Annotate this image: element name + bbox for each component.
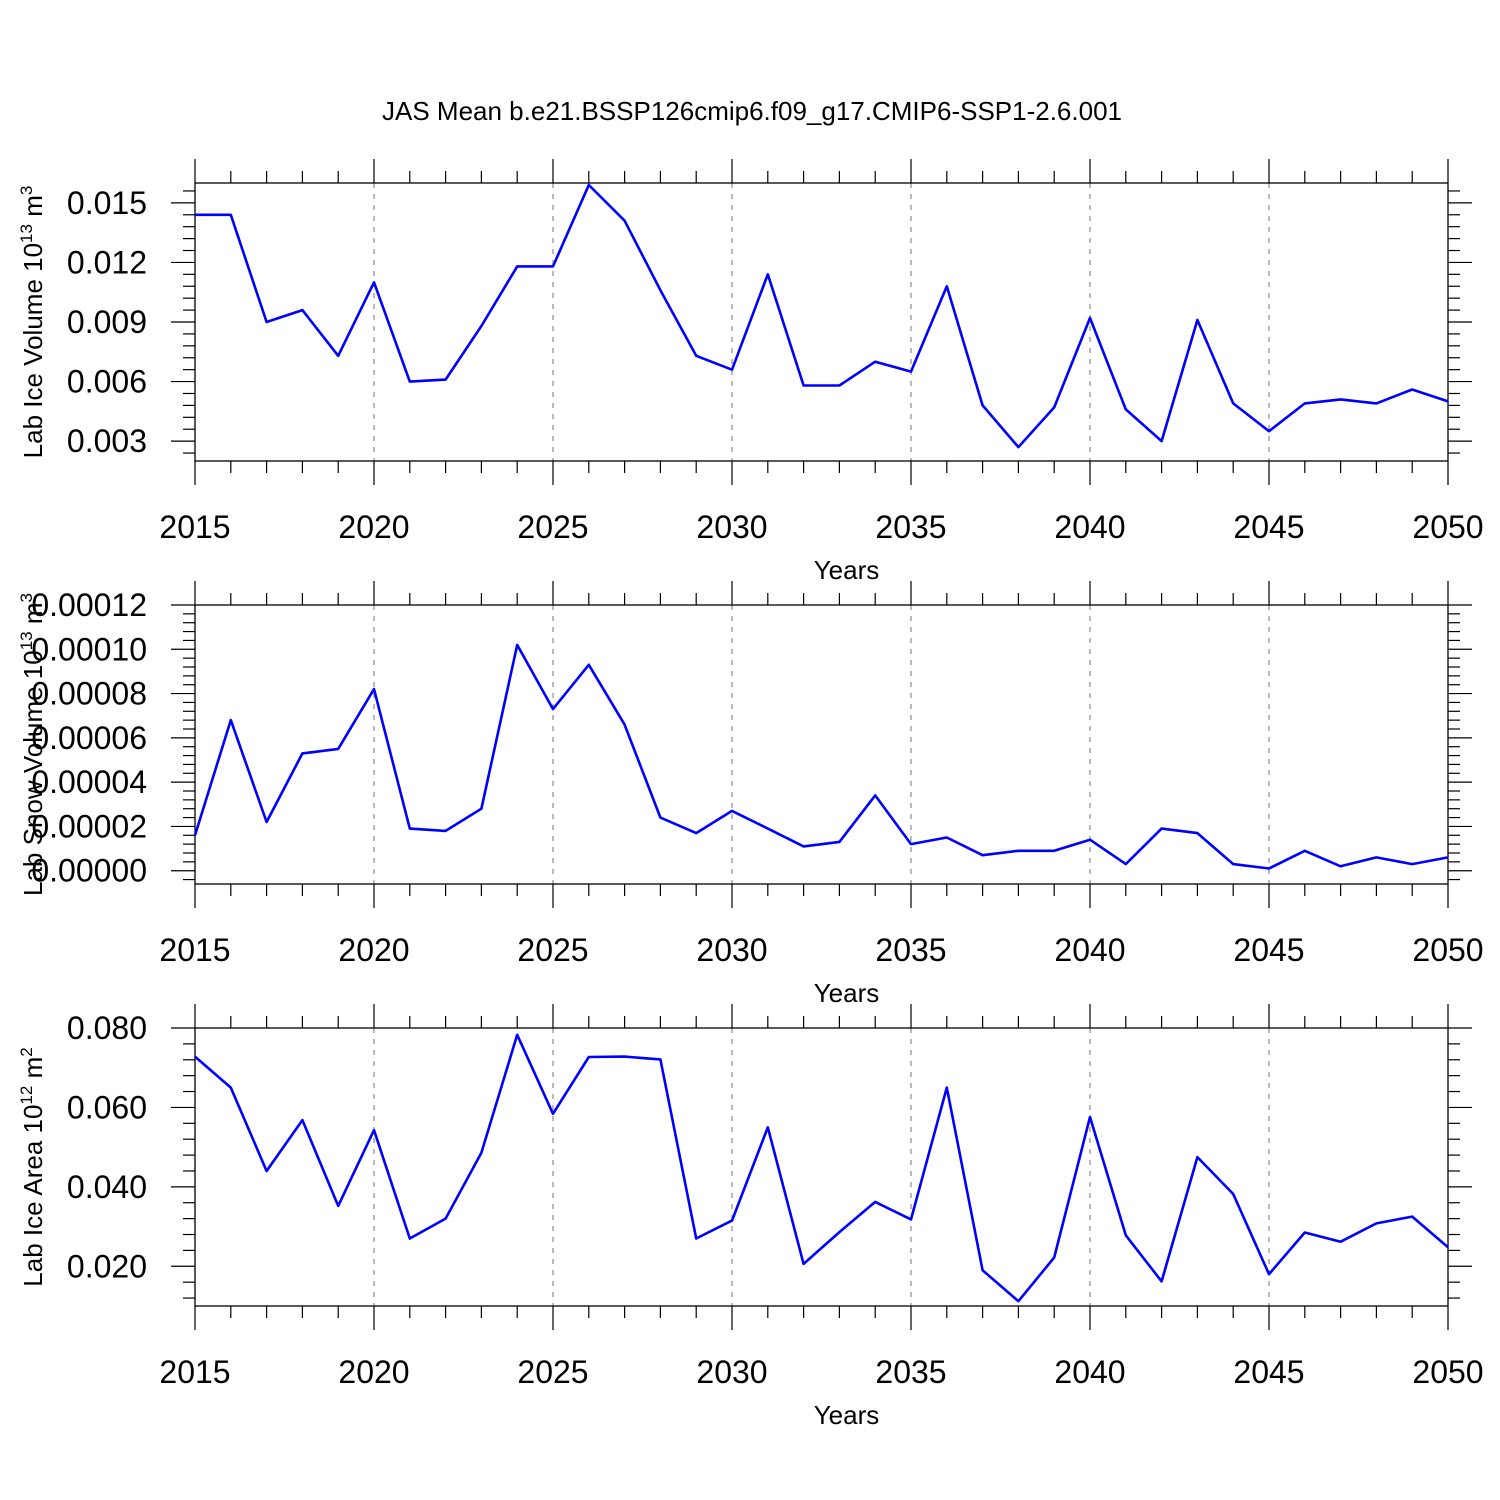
x-tick-label: 2030: [696, 509, 767, 545]
x-tick-label: 2015: [159, 509, 230, 545]
y-tick-label: 0.006: [67, 364, 147, 400]
y-axis-title-text: Lab Ice Area 10: [18, 1105, 48, 1287]
figure-title: JAS Mean b.e21.BSSP126cmip6.f09_g17.CMIP…: [382, 96, 1122, 126]
x-tick-label: 2025: [517, 932, 588, 968]
y-axis-title-text: Lab Ice Volume 10: [18, 243, 48, 458]
x-tick-label: 2050: [1412, 1354, 1483, 1390]
x-tick-label: 2045: [1233, 1354, 1304, 1390]
y-axis-title: Lab Ice Volume 1013 m3: [17, 186, 48, 459]
series-line-lab-ice-volume: [195, 183, 1449, 449]
x-tick-label: 2020: [338, 932, 409, 968]
x-tick-label: 2020: [338, 509, 409, 545]
y-axis-title: Lab Snow Volume 1013 m3: [17, 593, 48, 896]
y-tick-label: 0.00006: [31, 720, 147, 756]
x-tick-label: 2025: [517, 509, 588, 545]
y-tick-label: 0.00012: [31, 587, 147, 623]
y-tick-label: 0.003: [67, 423, 147, 459]
y-axis-title: Lab Ice Area 1012 m2: [17, 1047, 48, 1286]
y-axis-title-unit-exponent: 2: [17, 1047, 36, 1056]
x-tick-label: 2035: [875, 509, 946, 545]
y-tick-label: 0.060: [67, 1089, 147, 1125]
y-tick-label: 0.00002: [31, 808, 147, 844]
x-tick-label: 2040: [1054, 1354, 1125, 1390]
x-tick-label: 2045: [1233, 932, 1304, 968]
x-axis-title: Years: [814, 555, 880, 585]
y-tick-label: 0.009: [67, 304, 147, 340]
y-axis-title-unit: m: [18, 602, 48, 631]
y-axis-title-unit-exponent: 3: [17, 593, 36, 602]
y-tick-label: 0.080: [67, 1010, 147, 1046]
y-axis-title-exponent: 13: [17, 631, 36, 650]
x-tick-label: 2045: [1233, 509, 1304, 545]
series-line-lab-ice-area: [194, 1033, 1449, 1303]
x-tick-label: 2050: [1412, 509, 1483, 545]
x-axis-title: Years: [814, 978, 880, 1008]
y-tick-label: 0.00000: [31, 853, 147, 889]
x-tick-label: 2030: [696, 932, 767, 968]
x-tick-label: 2035: [875, 932, 946, 968]
y-axis-title-exponent: 12: [17, 1086, 36, 1105]
panel-1: 0.003 0.006 0.009 0.012 0.015 2015 2020 2025 203…: [17, 159, 1484, 585]
y-tick-label: 0.00010: [31, 631, 147, 667]
series-line-lab-snow-volume: [193, 643, 1449, 870]
plot-frame: [194, 182, 1449, 462]
plot-frame: [194, 1027, 1449, 1307]
x-tick-label: 2020: [338, 1354, 409, 1390]
panel-2: 0.00000 0.00002 0.00004 0.00006 0.00008 0.000…: [17, 581, 1484, 1008]
plot-frame: [194, 604, 1449, 885]
y-axis-title-unit: m: [18, 1057, 48, 1086]
y-axis-title-text: Lab Snow Volume 10: [18, 650, 48, 896]
x-tick-label: 2015: [159, 1354, 230, 1390]
x-tick-label: 2030: [696, 1354, 767, 1390]
y-axis-title-exponent: 13: [17, 224, 36, 243]
panel-3: 0.020 0.040 0.060 0.080 2015 2020 2025 2030 2035…: [17, 1004, 1484, 1430]
y-tick-label: 0.00008: [31, 676, 147, 712]
y-axis-title-unit-exponent: 3: [17, 186, 36, 195]
y-axis-title-unit: m: [18, 195, 48, 224]
x-axis-title: Years: [814, 1400, 880, 1430]
x-tick-label: 2040: [1054, 932, 1125, 968]
x-tick-label: 2025: [517, 1354, 588, 1390]
y-tick-label: 0.015: [67, 185, 147, 221]
chart-panels: 0.003 0.006 0.009 0.012 0.015 2015 2020 2025 203…: [17, 159, 1484, 1430]
y-tick-label: 0.020: [67, 1248, 147, 1284]
x-tick-label: 2040: [1054, 509, 1125, 545]
y-tick-label: 0.040: [67, 1169, 147, 1205]
x-tick-label: 2015: [159, 932, 230, 968]
y-tick-label: 0.012: [67, 244, 147, 280]
y-tick-label: 0.00004: [31, 764, 147, 800]
x-tick-label: 2035: [875, 1354, 946, 1390]
x-tick-label: 2050: [1412, 932, 1483, 968]
